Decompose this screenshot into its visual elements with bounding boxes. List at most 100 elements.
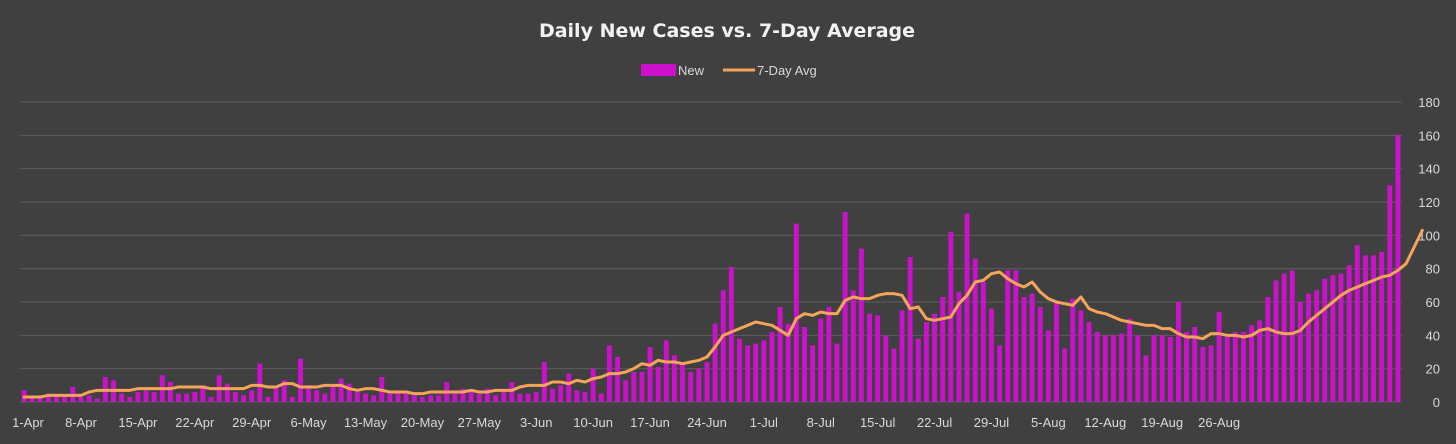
bar: [1021, 297, 1027, 402]
bar: [891, 348, 897, 402]
bar: [200, 385, 206, 402]
bar: [1322, 278, 1328, 402]
bar: [907, 257, 913, 402]
bar: [1119, 333, 1124, 402]
bar: [826, 307, 832, 402]
x-tick-label: 29-Jul: [974, 415, 1010, 430]
bar: [1232, 332, 1238, 402]
bar: [411, 395, 417, 402]
bar: [208, 397, 214, 402]
bar: [468, 392, 474, 402]
bar: [728, 267, 734, 402]
bar: [558, 385, 564, 402]
bar: [224, 383, 230, 402]
bar: [590, 368, 596, 402]
y-tick-label: 0: [1433, 395, 1440, 410]
bar: [1257, 320, 1263, 402]
bar: [997, 345, 1003, 402]
legend-swatch-new: [641, 64, 676, 76]
bar: [476, 393, 482, 402]
bar: [517, 393, 523, 402]
bar: [1151, 335, 1157, 402]
bar: [1086, 322, 1092, 402]
bar: [192, 392, 198, 402]
bar: [769, 332, 775, 402]
legend-label-new: New: [678, 63, 705, 78]
y-tick-label: 80: [1426, 262, 1440, 277]
bar: [1249, 325, 1255, 402]
bar: [631, 372, 637, 402]
x-tick-label: 27-May: [458, 415, 502, 430]
bar: [289, 397, 295, 402]
y-tick-label: 120: [1418, 195, 1440, 210]
x-tick-label: 13-May: [344, 415, 388, 430]
bar: [249, 390, 255, 402]
bar: [720, 290, 726, 402]
bar: [1379, 252, 1385, 402]
bar: [696, 368, 702, 402]
bar: [460, 388, 466, 402]
bar: [834, 343, 840, 402]
bar: [753, 343, 759, 402]
bar: [1167, 337, 1173, 402]
bar: [265, 397, 271, 402]
bar: [501, 392, 507, 402]
bar: [671, 355, 677, 402]
y-tick-label: 140: [1418, 162, 1440, 177]
bar: [867, 313, 872, 402]
bar: [1297, 302, 1303, 402]
y-tick-label: 20: [1426, 362, 1440, 377]
bar: [858, 248, 864, 402]
x-axis: 1-Apr 8-Apr 15-Apr 22-Apr 29-Apr 6-May 13-May 2…: [12, 415, 1240, 430]
bar: [314, 390, 320, 402]
bar: [1070, 298, 1076, 402]
bar: [541, 362, 547, 402]
bar-series-new: [21, 135, 1401, 402]
bar: [533, 392, 539, 402]
bar: [1273, 280, 1279, 402]
bar: [1078, 310, 1084, 402]
chart-title: Daily New Cases vs. 7-Day Average: [539, 20, 915, 42]
bar: [1029, 293, 1035, 402]
y-tick-label: 60: [1426, 295, 1440, 310]
bar: [62, 397, 68, 402]
bar: [550, 388, 555, 402]
bar: [428, 395, 433, 402]
y-tick-label: 180: [1418, 95, 1440, 110]
bar: [956, 292, 962, 402]
bar: [232, 392, 238, 402]
bar: [1184, 332, 1190, 402]
bar: [712, 323, 718, 402]
bar: [1110, 335, 1116, 402]
bar: [363, 393, 368, 402]
bar: [1208, 345, 1214, 402]
bar: [1054, 302, 1059, 402]
bar: [793, 223, 799, 402]
bar: [737, 338, 742, 402]
x-tick-label: 22-Jul: [917, 415, 953, 430]
bar: [745, 345, 751, 402]
y-axis: 0 20 40 60 80 100 120 140 160 180: [1418, 95, 1440, 410]
bar: [1176, 302, 1181, 402]
bar: [639, 372, 645, 402]
bar: [785, 323, 791, 402]
bar: [615, 357, 620, 402]
bar: [623, 380, 629, 402]
bar: [46, 393, 51, 402]
bar: [940, 297, 946, 402]
bar: [273, 387, 279, 402]
bar: [298, 358, 303, 402]
x-tick-label: 8-Apr: [65, 415, 97, 430]
bar: [257, 363, 263, 402]
bar: [176, 393, 181, 402]
bar: [1362, 255, 1368, 402]
bar: [371, 395, 377, 402]
bar: [899, 310, 905, 402]
bar: [883, 335, 889, 402]
bar: [964, 213, 970, 402]
bar: [143, 390, 149, 402]
bar: [127, 397, 133, 402]
bar: [1289, 270, 1295, 402]
bar: [810, 345, 816, 402]
bar: [818, 318, 824, 402]
